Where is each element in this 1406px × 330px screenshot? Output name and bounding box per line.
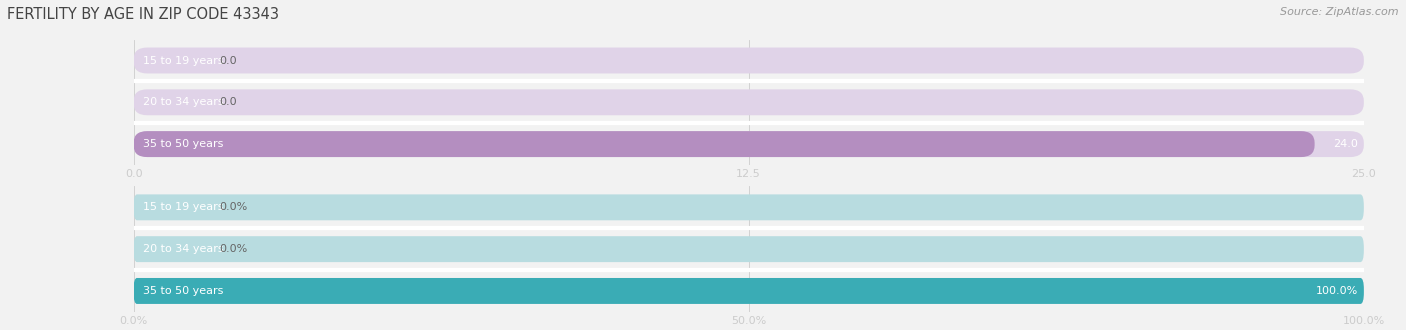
Text: 20 to 34 years: 20 to 34 years — [143, 97, 224, 107]
Text: 0.0: 0.0 — [219, 97, 238, 107]
FancyBboxPatch shape — [134, 131, 1364, 157]
Text: Source: ZipAtlas.com: Source: ZipAtlas.com — [1281, 7, 1399, 16]
Text: 100.0%: 100.0% — [1316, 286, 1358, 296]
Text: 0.0%: 0.0% — [219, 244, 247, 254]
FancyBboxPatch shape — [134, 278, 1364, 304]
FancyBboxPatch shape — [134, 236, 1364, 262]
FancyBboxPatch shape — [134, 48, 1364, 74]
Text: 35 to 50 years: 35 to 50 years — [143, 139, 224, 149]
Text: FERTILITY BY AGE IN ZIP CODE 43343: FERTILITY BY AGE IN ZIP CODE 43343 — [7, 7, 278, 21]
Text: 15 to 19 years: 15 to 19 years — [143, 55, 224, 65]
Text: 24.0: 24.0 — [1333, 139, 1358, 149]
Text: 0.0: 0.0 — [219, 55, 238, 65]
Text: 35 to 50 years: 35 to 50 years — [143, 286, 224, 296]
Text: 0.0%: 0.0% — [219, 202, 247, 212]
FancyBboxPatch shape — [134, 89, 1364, 115]
FancyBboxPatch shape — [134, 278, 1364, 304]
FancyBboxPatch shape — [134, 194, 1364, 220]
FancyBboxPatch shape — [134, 131, 1315, 157]
Text: 20 to 34 years: 20 to 34 years — [143, 244, 224, 254]
Text: 15 to 19 years: 15 to 19 years — [143, 202, 224, 212]
